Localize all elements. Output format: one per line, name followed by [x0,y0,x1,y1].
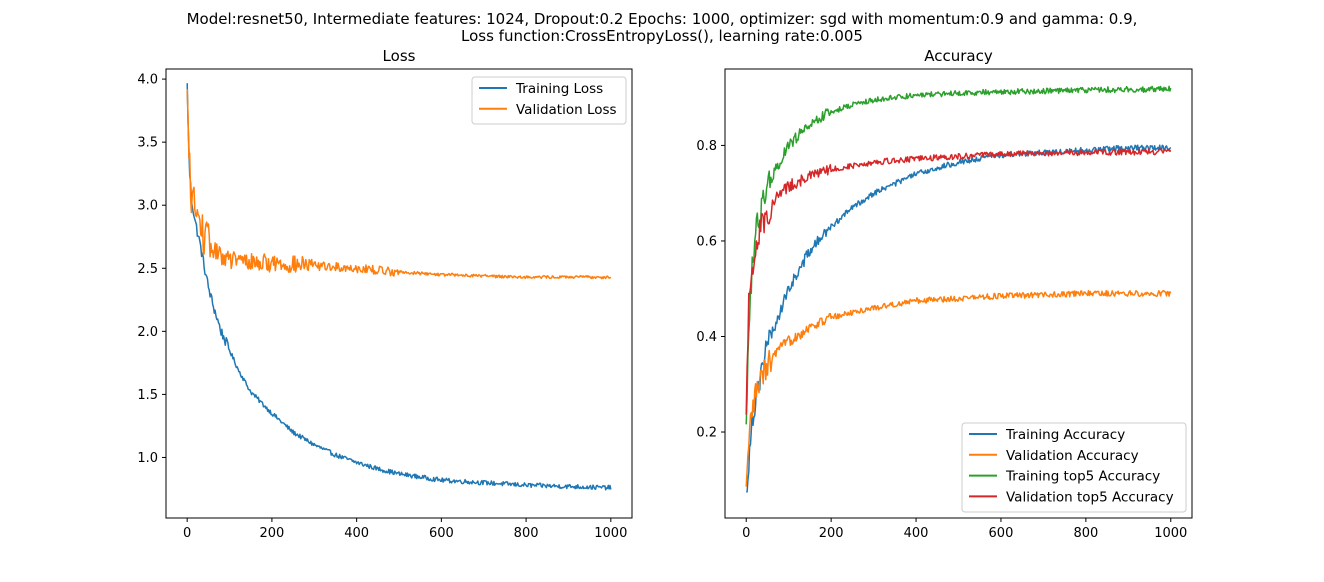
accuracy-legend-label-training-top5-accuracy: Training top5 Accuracy [1005,469,1160,485]
accuracy-legend-label-validation-accuracy: Validation Accuracy [1006,448,1139,464]
loss-y-tick-label: 2.0 [137,325,158,340]
loss-y-tick-label: 1.0 [137,451,158,466]
loss-chart-title: Loss [383,47,416,65]
loss-y-tick-label: 1.5 [137,388,158,403]
accuracy-x-tick-label: 1000 [1154,526,1187,541]
accuracy-legend-label-training-accuracy: Training Accuracy [1005,427,1125,443]
loss-chart: Loss 0 200 400 600 800 1000 1.0 1.5 2.0 2.5 3.0 3.5 4… [137,47,633,541]
loss-axes-frame [165,68,633,519]
loss-legend: Training Loss Validation Loss [471,76,627,125]
accuracy-x-tick-label: 400 [904,526,929,541]
accuracy-legend-box [961,422,1187,513]
loss-x-tick-label: 200 [259,526,284,541]
loss-x-tick-label: 0 [183,526,191,541]
loss-series-training-loss [186,83,612,491]
accuracy-chart-title: Accuracy [924,47,993,65]
loss-x-tick-label: 400 [344,526,369,541]
accuracy-y-tick-label: 0.2 [696,426,717,441]
accuracy-legend-label-validation-top5-accuracy: Validation top5 Accuracy [1006,489,1174,505]
loss-y-tick-label: 3.5 [137,136,158,151]
loss-x-tick-label: 1000 [594,526,627,541]
accuracy-series-validation-accuracy [745,289,1172,487]
accuracy-x-tick-label: 200 [819,526,844,541]
accuracy-legend: Training Accuracy Validation Accuracy Trai… [961,422,1187,513]
accuracy-x-tick-label: 600 [989,526,1014,541]
accuracy-x-tick-label: 800 [1073,526,1098,541]
accuracy-series-validation-top5-accuracy [745,148,1172,415]
loss-y-tick-label: 3.0 [137,199,158,214]
accuracy-y-tick-label: 0.4 [696,330,717,345]
accuracy-axes-frame [724,68,1193,519]
loss-legend-label-validation-loss: Validation Loss [516,102,617,118]
accuracy-y-tick-label: 0.6 [696,234,717,249]
loss-legend-label-training-loss: Training Loss [515,81,603,97]
loss-x-tick-label: 800 [514,526,539,541]
loss-y-tick-label: 2.5 [137,262,158,277]
accuracy-series-training-accuracy [745,144,1172,493]
loss-legend-box [471,76,627,125]
accuracy-chart: Accuracy 0 200 400 600 800 1000 0.2 0.4 0.6 0.8 Tra… [696,47,1193,541]
accuracy-x-tick-label: 0 [742,526,750,541]
loss-series-validation-loss [186,89,612,280]
figure-title-line-1: Model:resnet50, Intermediate features: 1… [187,10,1138,28]
accuracy-y-tick-label: 0.8 [696,139,717,154]
loss-x-tick-label: 600 [429,526,454,541]
loss-y-tick-label: 4.0 [137,73,158,88]
figure-title-line-2: Loss function:CrossEntropyLoss(), learni… [461,27,863,45]
accuracy-series-training-top5-accuracy [745,85,1172,425]
